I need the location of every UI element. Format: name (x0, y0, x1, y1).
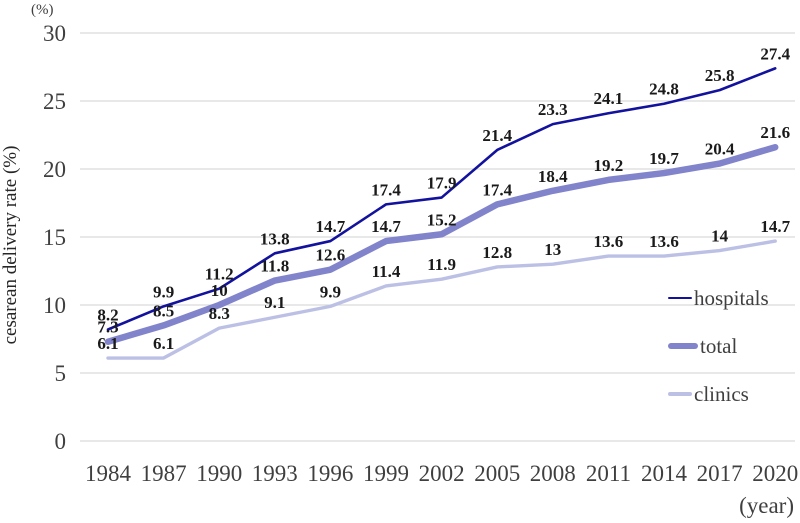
x-axis-tick-label: 1996 (307, 461, 353, 486)
x-axis-tick-label: 1999 (363, 461, 409, 486)
data-label-hospitals: 9.9 (153, 282, 174, 301)
data-label-hospitals: 17.4 (371, 180, 401, 199)
y-axis-tick-label: 0 (55, 429, 67, 454)
x-axis-tick-label: 2008 (530, 461, 576, 486)
data-label-hospitals: 11.2 (205, 265, 234, 284)
data-label-total: 20.4 (705, 140, 735, 159)
data-label-hospitals: 24.1 (594, 89, 624, 108)
x-axis-unit-label: (year) (739, 493, 794, 518)
x-axis-tick-label: 1984 (85, 461, 132, 486)
data-label-hospitals: 24.8 (649, 80, 679, 99)
data-label-hospitals: 14.7 (316, 217, 346, 236)
legend-item-hospitals: hospitals (668, 285, 769, 310)
legend-item-clinics: clinics (668, 381, 749, 406)
series-line-total (104, 143, 779, 345)
legend-label-clinics: clinics (694, 381, 749, 406)
data-label-hospitals: 8.2 (97, 305, 118, 324)
x-axis-tick-label: 2020 (752, 461, 798, 486)
y-axis-unit-label: (%) (31, 2, 54, 18)
y-axis-title: cesarean delivery rate (%) (0, 145, 21, 345)
x-axis-tick-label: 2017 (697, 461, 743, 486)
data-label-clinics: 14.7 (760, 217, 790, 236)
data-label-total: 14.7 (371, 217, 401, 236)
data-label-clinics: 13 (544, 240, 561, 259)
y-axis-tick-label: 15 (43, 225, 66, 250)
series-line-hospitals (106, 67, 777, 331)
series-line-clinics (106, 239, 777, 360)
data-label-hospitals: 21.4 (482, 126, 512, 145)
x-axis-tick-label: 2014 (641, 461, 688, 486)
hospitals-line-sample-icon (668, 296, 692, 300)
data-label-total: 12.6 (316, 246, 346, 265)
y-axis-tick-label: 5 (55, 361, 67, 386)
x-axis-tick-label: 2005 (474, 461, 520, 486)
data-label-total: 8.5 (153, 301, 174, 320)
data-label-clinics: 9.9 (320, 282, 341, 301)
legend-label-hospitals: hospitals (694, 285, 769, 310)
data-label-clinics: 13.6 (649, 232, 679, 251)
data-label-total: 18.4 (538, 167, 568, 186)
data-label-clinics: 8.3 (209, 304, 230, 323)
y-axis-tick-label: 30 (43, 21, 66, 46)
data-label-clinics: 9.1 (264, 293, 285, 312)
data-label-total: 21.6 (760, 123, 790, 142)
x-axis-tick-label: 2002 (419, 461, 465, 486)
data-label-total: 7.3 (97, 318, 118, 337)
data-label-clinics: 11.4 (372, 262, 401, 281)
y-axis-tick-label: 10 (43, 293, 66, 318)
data-label-hospitals: 27.4 (760, 44, 790, 63)
clinics-line-sample-icon (668, 392, 692, 396)
data-label-clinics: 6.1 (97, 334, 118, 353)
y-axis-tick-label: 20 (43, 157, 66, 182)
data-label-total: 17.4 (482, 180, 512, 199)
data-label-hospitals: 13.8 (260, 229, 290, 248)
data-label-hospitals: 25.8 (705, 66, 735, 85)
x-axis-tick-label: 1990 (196, 461, 242, 486)
x-axis-tick-label: 2011 (586, 461, 631, 486)
x-axis-tick-label: 1987 (141, 461, 187, 486)
data-label-clinics: 12.8 (482, 243, 512, 262)
legend-label-total: total (700, 333, 738, 358)
data-label-clinics: 6.1 (153, 334, 174, 353)
data-label-total: 19.7 (649, 149, 679, 168)
y-axis-tick-label: 25 (43, 89, 66, 114)
total-line-sample-icon (668, 342, 698, 350)
data-label-hospitals: 17.9 (427, 174, 457, 193)
data-label-clinics: 11.9 (427, 255, 456, 274)
data-label-total: 10 (211, 281, 228, 300)
data-label-total: 11.8 (260, 257, 289, 276)
data-label-hospitals: 23.3 (538, 100, 568, 119)
data-label-total: 19.2 (594, 156, 624, 175)
data-label-clinics: 13.6 (594, 232, 624, 251)
data-label-total: 15.2 (427, 210, 457, 229)
data-label-clinics: 14 (711, 227, 729, 246)
x-axis-tick-label: 1993 (252, 461, 298, 486)
legend-item-total: total (668, 333, 738, 358)
